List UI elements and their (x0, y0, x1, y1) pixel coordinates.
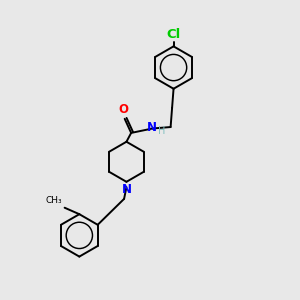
Text: CH₃: CH₃ (46, 196, 62, 206)
Text: H: H (158, 126, 165, 136)
Text: N: N (147, 122, 157, 134)
Text: N: N (122, 183, 131, 196)
Text: O: O (118, 103, 128, 116)
Text: Cl: Cl (167, 28, 181, 41)
